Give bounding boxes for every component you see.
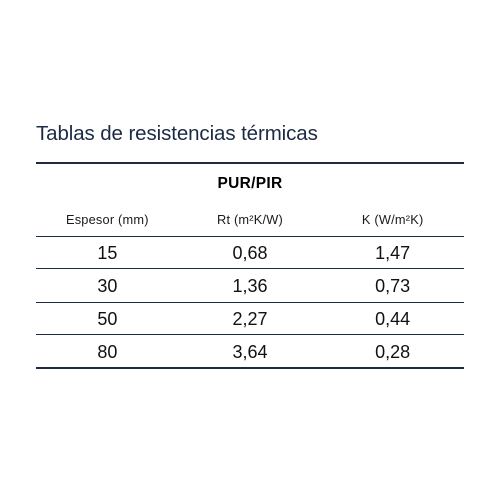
table-row: 50 2,27 0,44 bbox=[36, 309, 464, 330]
cell-espesor: 80 bbox=[97, 342, 118, 362]
cell-k: 0,73 bbox=[375, 276, 411, 296]
cell-rt: 0,68 bbox=[232, 243, 268, 263]
table-bottom-rule bbox=[36, 367, 464, 369]
cell-k: 0,44 bbox=[375, 309, 411, 329]
header-k: K (W/m²K) bbox=[361, 212, 424, 227]
page-title: Tablas de resistencias térmicas bbox=[36, 122, 318, 145]
table-row: 30 1,36 0,73 bbox=[36, 276, 464, 297]
cell-rt: 1,36 bbox=[232, 276, 268, 296]
table-group-title: PUR/PIR bbox=[217, 175, 283, 192]
row-divider bbox=[36, 334, 464, 336]
cell-rt: 3,64 bbox=[232, 342, 268, 362]
table-header-row: Espesor (mm) Rt (m²K/W) K (W/m²K) bbox=[36, 212, 464, 227]
header-espesor: Espesor (mm) bbox=[65, 212, 149, 227]
row-divider bbox=[36, 268, 464, 270]
table-top-rule bbox=[36, 162, 464, 164]
row-divider bbox=[36, 302, 464, 304]
header-rt: Rt (m²K/W) bbox=[217, 212, 283, 227]
table-row: 80 3,64 0,28 bbox=[36, 342, 464, 363]
cell-k: 0,28 bbox=[375, 342, 411, 362]
cell-k: 1,47 bbox=[375, 243, 411, 263]
table-row: 15 0,68 1,47 bbox=[36, 243, 464, 264]
cell-rt: 2,27 bbox=[232, 309, 268, 329]
table-header-rule bbox=[36, 236, 464, 238]
cell-espesor: 50 bbox=[97, 309, 118, 329]
cell-espesor: 15 bbox=[97, 243, 118, 263]
cell-espesor: 30 bbox=[97, 276, 118, 296]
